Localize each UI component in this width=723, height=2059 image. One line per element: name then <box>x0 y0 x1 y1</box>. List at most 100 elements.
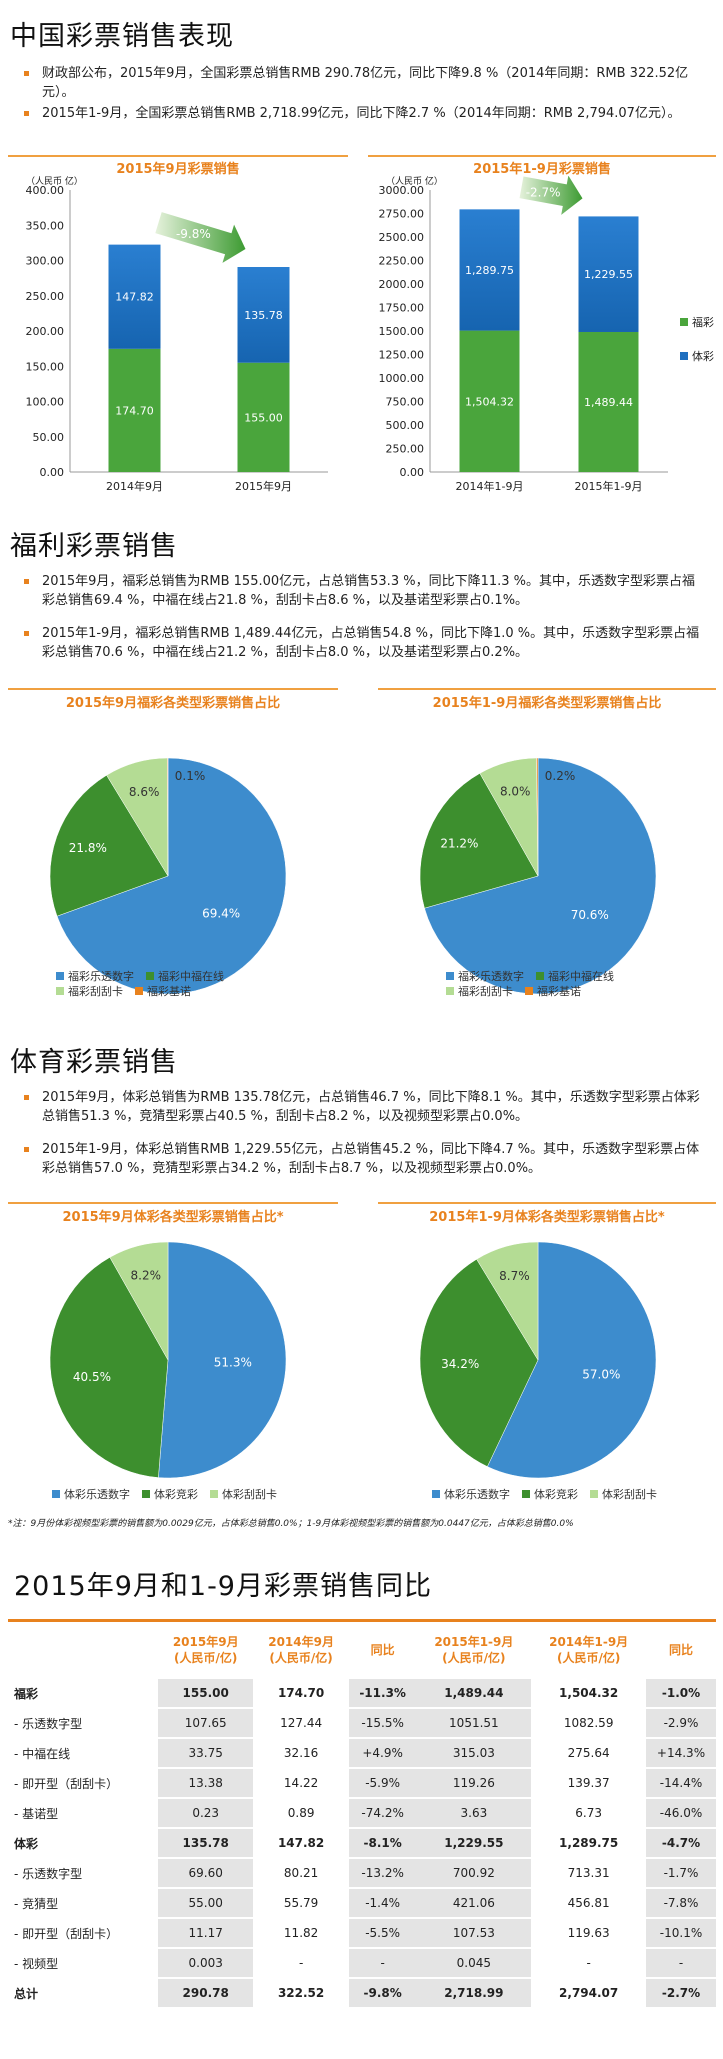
pie-slice-label: 51.3% <box>214 1356 252 1370</box>
legend-label: 福彩基诺 <box>147 984 191 998</box>
pie1-title-rule <box>8 688 338 690</box>
pie3-legend: 体彩乐透数字 体彩竞彩 体彩刮刮卡 <box>52 1486 352 1501</box>
section2-bullet-1: 2015年9月，福彩总销售为RMB 155.00亿元，占总销售53.3 %，同比… <box>10 572 700 610</box>
pie-fucai-ytd: 70.6% 21.2% 8.0% 0.2% <box>419 757 657 995</box>
bar1-title-rule <box>8 155 348 157</box>
y-tick-label: 2500.00 <box>379 231 425 244</box>
table-cell: 69.60 <box>158 1858 254 1889</box>
table-cell: 6.73 <box>531 1798 647 1829</box>
legend-label: 福彩刮刮卡 <box>458 984 513 998</box>
table-cell: 135.78 <box>158 1828 254 1859</box>
legend-label: 体彩刮刮卡 <box>222 1487 277 1501</box>
table-cell: -46.0% <box>646 1798 716 1829</box>
pie-slice <box>56 757 287 995</box>
legend-item: 福彩刮刮卡 <box>56 983 123 998</box>
trend-arrow <box>519 176 583 215</box>
table-cell: -7.8% <box>646 1888 716 1919</box>
trend-arrow-label: -2.7% <box>526 185 561 199</box>
footnote: *注：9月份体彩视频型彩票的销售额为0.0029亿元，占体彩总销售0.0%；1-… <box>8 1519 574 1529</box>
y-tick-label: 50.00 <box>33 431 65 444</box>
table-cell: 1,229.55 <box>416 1828 532 1859</box>
pie2-title-rule <box>378 688 716 690</box>
table-header-cell: 2015年9月 (人民币/亿) <box>158 1622 254 1679</box>
section3-bullet-1: 2015年9月，体彩总销售为RMB 135.78亿元，占总销售46.7 %，同比… <box>10 1088 700 1126</box>
pie-slice-label: 0.2% <box>545 769 576 783</box>
legend-swatch <box>446 986 454 995</box>
legend-swatch <box>52 1489 60 1498</box>
section1-bullet-2: 2015年1-9月，全国彩票总销售RMB 2,718.99亿元，同比下降2.7 … <box>10 104 700 123</box>
table-cell: 315.03 <box>416 1738 532 1769</box>
legend-label: 福彩乐透数字 <box>68 969 134 983</box>
legend-swatch <box>142 1489 150 1498</box>
bar-value-label: 1,289.75 <box>465 264 514 277</box>
pie-slice <box>424 757 657 995</box>
table-row-label: - 乐透数字型 <box>8 1858 158 1889</box>
bar-value-label: 147.82 <box>115 291 154 304</box>
table-cell: 322.52 <box>253 1977 349 2009</box>
legend-item: 体彩乐透数字 <box>432 1486 510 1501</box>
bar2-title: 2015年1-9月彩票销售 <box>473 162 611 177</box>
bar2-title-rule <box>368 155 716 157</box>
pie-slice-label: 69.4% <box>202 906 240 920</box>
pie-slice <box>158 1241 287 1479</box>
legend-item: 体彩刮刮卡 <box>210 1486 277 1501</box>
table-cell: - <box>253 1948 349 1979</box>
table-cell: 14.22 <box>253 1768 349 1799</box>
table-cell: 456.81 <box>531 1888 647 1919</box>
table-cell: 119.63 <box>531 1918 647 1949</box>
legend-item: 福彩基诺 <box>135 983 191 998</box>
section1-bullet-1: 财政部公布，2015年9月，全国彩票总销售RMB 290.78亿元，同比下降9.… <box>10 64 700 102</box>
table-cell: -14.4% <box>646 1768 716 1799</box>
y-tick-label: 500.00 <box>386 419 425 432</box>
table-cell: 139.37 <box>531 1768 647 1799</box>
table-row: - 即开型（刮刮卡） 13.38 14.22 -5.9% 119.26 139.37 -14… <box>8 1768 716 1799</box>
pie2-legend: 福彩乐透数字 福彩中福在线 福彩刮刮卡 福彩基诺 <box>446 968 696 998</box>
pie-slice <box>419 772 539 909</box>
legend-label: 体彩 <box>692 349 714 363</box>
table-cell: -8.1% <box>348 1828 417 1859</box>
y-tick-label: 1000.00 <box>379 372 425 385</box>
section4-title: 2015年9月和1-9月彩票销售同比 <box>14 1571 432 1602</box>
table-row: - 乐透数字型 69.60 80.21 -13.2% 700.92 713.31 -1.7% <box>8 1858 716 1889</box>
table-row: - 即开型（刮刮卡） 11.17 11.82 -5.5% 107.53 119.63 -10… <box>8 1918 716 1949</box>
table-cell: 1,489.44 <box>416 1678 532 1709</box>
table-cell: -1.7% <box>646 1858 716 1889</box>
table-cell: 1,504.32 <box>531 1678 647 1709</box>
table-header-cell <box>8 1622 158 1679</box>
legend-label: 福彩中福在线 <box>548 969 614 983</box>
y-tick-label: 2250.00 <box>379 255 425 268</box>
table-cell: 0.045 <box>416 1948 532 1979</box>
pie-slice <box>536 757 539 877</box>
table-cell: +4.9% <box>348 1738 417 1769</box>
pie-slice <box>487 1241 657 1479</box>
legend-swatch <box>135 986 143 995</box>
table-cell: - <box>646 1948 716 1979</box>
table-cell: -2.7% <box>646 1977 716 2009</box>
table-cell: -15.5% <box>348 1708 417 1739</box>
table-cell: -4.7% <box>646 1828 716 1859</box>
pie1-legend: 福彩乐透数字 福彩中福在线 福彩刮刮卡 福彩基诺 <box>56 968 306 998</box>
pie2-title: 2015年1-9月福彩各类型彩票销售占比 <box>432 696 662 711</box>
legend-swatch <box>446 971 454 980</box>
legend-item: 福彩基诺 <box>525 983 581 998</box>
table-cell: -1.0% <box>646 1678 716 1709</box>
y-tick-label: 2750.00 <box>379 208 425 221</box>
table-cell: 80.21 <box>253 1858 349 1889</box>
table-cell: 1082.59 <box>531 1708 647 1739</box>
table-cell: 0.23 <box>158 1798 254 1829</box>
legend-swatch <box>680 318 688 326</box>
pie-ticai-sept: 51.3% 40.5% 8.2% <box>49 1241 287 1479</box>
y-tick-label: 150.00 <box>26 360 65 373</box>
bar-fucai <box>578 331 639 472</box>
table-row-label: 总计 <box>8 1977 158 2009</box>
table-header-cell: 2015年1-9月 (人民币/亿) <box>416 1622 532 1679</box>
table-cell: 3.63 <box>416 1798 532 1829</box>
table-row: - 乐透数字型 107.65 127.44 -15.5% 1051.51 1082.59-… <box>8 1708 716 1739</box>
pie-slice-label: 8.7% <box>499 1269 530 1283</box>
table-cell: -2.9% <box>646 1708 716 1739</box>
table-cell: -74.2% <box>348 1798 417 1829</box>
pie-slice <box>419 1258 539 1467</box>
table-cell: 13.38 <box>158 1768 254 1799</box>
section3-title: 体育彩票销售 <box>10 1047 178 1078</box>
table-cell: 174.70 <box>253 1678 349 1709</box>
